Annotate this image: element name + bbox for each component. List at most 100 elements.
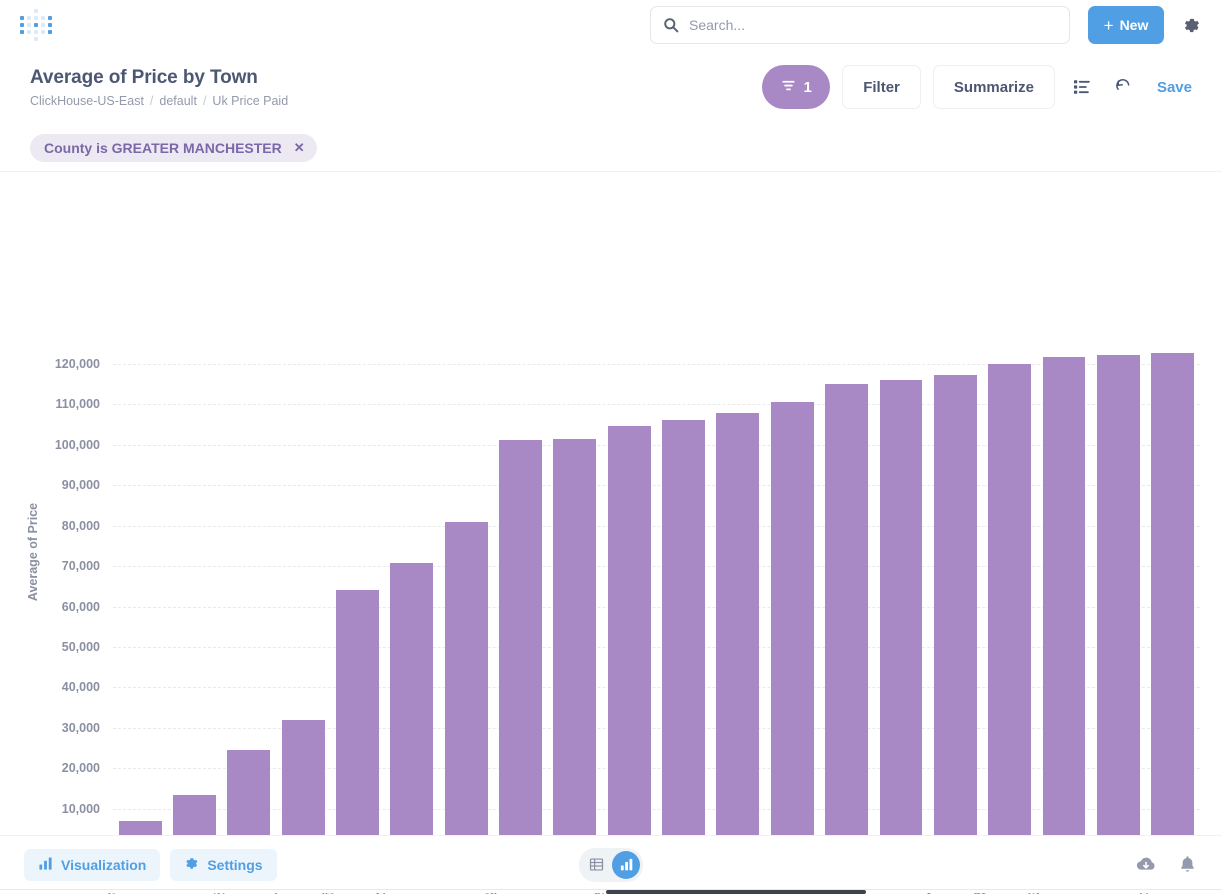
bar-slot [656, 364, 710, 848]
y-axis-tick-label: 120,000 [10, 357, 100, 371]
save-button[interactable]: Save [1157, 79, 1192, 96]
bar[interactable] [282, 720, 325, 848]
bar-slot [765, 364, 819, 848]
bar-slot [276, 364, 330, 848]
bar[interactable] [1151, 353, 1194, 848]
bar-slot [330, 364, 384, 848]
bar[interactable] [608, 426, 651, 848]
bar[interactable] [1097, 355, 1140, 848]
visualization-button-label: Visualization [61, 857, 146, 873]
logo-dot-grid [20, 9, 52, 41]
question-title-block: Average of Price by Town ClickHouse-US-E… [30, 67, 288, 108]
close-icon[interactable]: ✕ [294, 141, 305, 154]
search-bar[interactable] [650, 6, 1070, 44]
bar[interactable] [771, 402, 814, 848]
filter-chip-label: County is GREATER MANCHESTER [44, 140, 282, 156]
breadcrumb-database[interactable]: ClickHouse-US-East [30, 94, 144, 108]
table-view-icon[interactable] [582, 851, 610, 879]
bar-slot [711, 364, 765, 848]
filter-funnel-icon [781, 78, 796, 97]
bar-slot [1037, 364, 1091, 848]
y-axis-tick-label: 30,000 [10, 721, 100, 735]
view-toggle-group [579, 848, 643, 882]
top-navigation-bar: + New [0, 0, 1222, 50]
bar-slot [819, 364, 873, 848]
bar[interactable] [390, 563, 433, 848]
y-axis-tick-label: 10,000 [10, 802, 100, 816]
footer-right-icons [1135, 854, 1198, 876]
breadcrumb-separator-2: / [203, 94, 206, 108]
bar-chart-view-icon[interactable] [612, 851, 640, 879]
bar-slot [928, 364, 982, 848]
bar-slot [1146, 364, 1200, 848]
plot-region: 010,00020,00030,00040,00050,00060,00070,… [113, 364, 1200, 849]
y-axis-tick-label: 110,000 [10, 397, 100, 411]
bar[interactable] [227, 750, 270, 848]
bar-slot [1091, 364, 1145, 848]
visualization-footer: Visualization Settings [0, 835, 1222, 893]
search-icon [663, 17, 679, 33]
y-axis-tick-label: 20,000 [10, 761, 100, 775]
new-button-label: New [1120, 17, 1149, 33]
y-axis-tick-label: 40,000 [10, 680, 100, 694]
refresh-icon[interactable] [1109, 72, 1139, 102]
y-axis-tick-label: 80,000 [10, 519, 100, 533]
summarize-button[interactable]: Summarize [933, 65, 1055, 109]
bar-slot [874, 364, 928, 848]
bar[interactable] [662, 420, 705, 848]
download-cloud-icon[interactable] [1135, 854, 1157, 876]
breadcrumb-separator: / [150, 94, 153, 108]
bar-slot [167, 364, 221, 848]
bar[interactable] [1043, 357, 1086, 848]
gear-icon[interactable] [1174, 8, 1208, 42]
bar[interactable] [336, 590, 379, 848]
y-axis-tick-label: 60,000 [10, 600, 100, 614]
bar-chart-icon [38, 856, 53, 874]
search-input[interactable] [689, 17, 1057, 33]
bar-slot [385, 364, 439, 848]
breadcrumb-schema[interactable]: default [159, 94, 197, 108]
bar[interactable] [880, 380, 923, 848]
horizontal-scrollbar[interactable] [0, 889, 1222, 893]
bar[interactable] [499, 440, 542, 848]
bar-slot [113, 364, 167, 848]
toggle-group [579, 848, 643, 882]
bar[interactable] [934, 375, 977, 848]
settings-button[interactable]: Settings [170, 849, 276, 881]
question-actions: 1 Filter Summarize Save [762, 65, 1192, 109]
visualization-button[interactable]: Visualization [24, 849, 160, 881]
bar[interactable] [553, 439, 596, 848]
page-title[interactable]: Average of Price by Town [30, 67, 288, 89]
new-button[interactable]: + New [1088, 6, 1164, 44]
y-axis-label: Average of Price [26, 503, 40, 601]
filter-button[interactable]: Filter [842, 65, 921, 109]
bar-series [113, 364, 1200, 848]
bar[interactable] [825, 384, 868, 848]
breadcrumb: ClickHouse-US-East / default / Uk Price … [30, 94, 288, 108]
settings-button-label: Settings [207, 857, 262, 873]
y-axis-tick-label: 50,000 [10, 640, 100, 654]
bar-slot [222, 364, 276, 848]
breadcrumb-table[interactable]: Uk Price Paid [212, 94, 288, 108]
active-filters-button[interactable]: 1 [762, 65, 830, 109]
bar-slot [439, 364, 493, 848]
bell-icon[interactable] [1177, 854, 1198, 875]
bar[interactable] [445, 522, 488, 848]
plus-icon: + [1104, 17, 1114, 34]
metabase-logo[interactable] [14, 5, 58, 45]
scrollbar-thumb[interactable] [606, 890, 866, 894]
bar-slot [602, 364, 656, 848]
bar-slot [548, 364, 602, 848]
chart-visualization: Average of Price Town 010,00020,00030,00… [0, 172, 1222, 832]
bar-slot [493, 364, 547, 848]
filter-bar: County is GREATER MANCHESTER ✕ [0, 124, 1222, 172]
filter-chip-county[interactable]: County is GREATER MANCHESTER ✕ [30, 134, 317, 162]
bar[interactable] [988, 364, 1031, 848]
y-axis-tick-label: 70,000 [10, 559, 100, 573]
bar[interactable] [716, 413, 759, 848]
filter-count: 1 [804, 79, 812, 96]
gear-icon-footer [184, 856, 199, 874]
notebook-editor-icon[interactable] [1067, 72, 1097, 102]
y-axis-tick-label: 100,000 [10, 438, 100, 452]
y-axis-tick-label: 90,000 [10, 478, 100, 492]
